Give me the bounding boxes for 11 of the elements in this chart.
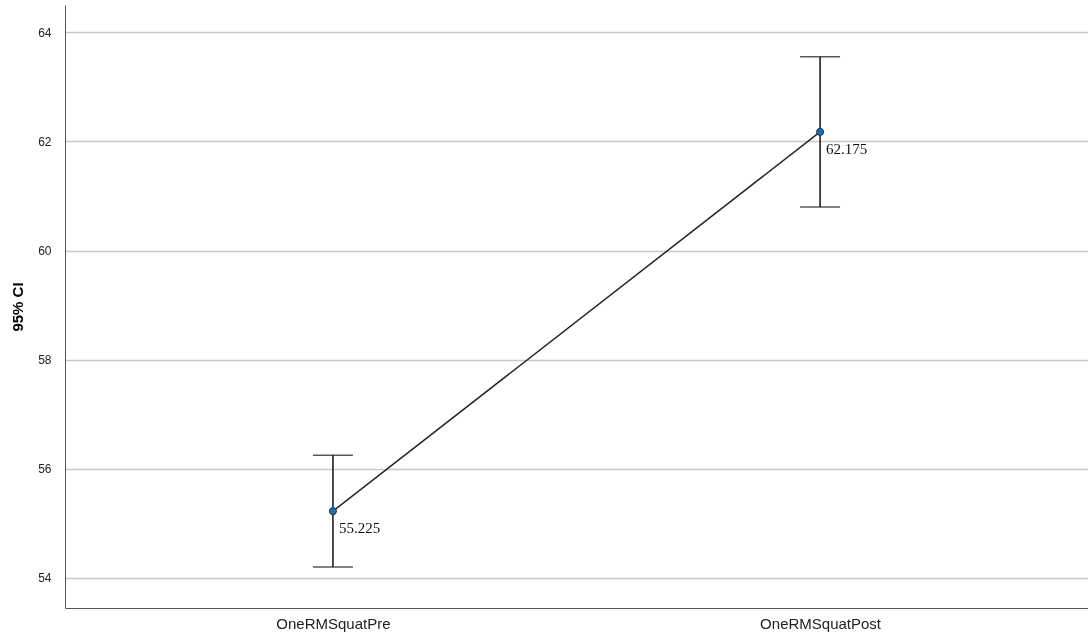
y-tick-label: 64: [38, 25, 52, 40]
y-tick-label: 58: [38, 353, 52, 368]
y-tick-label: 60: [38, 244, 52, 259]
y-axis-title: 95% CI: [9, 282, 27, 332]
y-tick-label: 62: [38, 134, 52, 149]
x-tick-label: OneRMSquatPre: [276, 614, 391, 632]
data-label: 62.175: [826, 140, 868, 157]
data-label: 55.225: [338, 520, 381, 537]
y-tick-label: 56: [38, 462, 52, 477]
y-tick-label: 54: [38, 571, 52, 586]
x-tick-label: OneRMSquatPost: [760, 614, 882, 632]
